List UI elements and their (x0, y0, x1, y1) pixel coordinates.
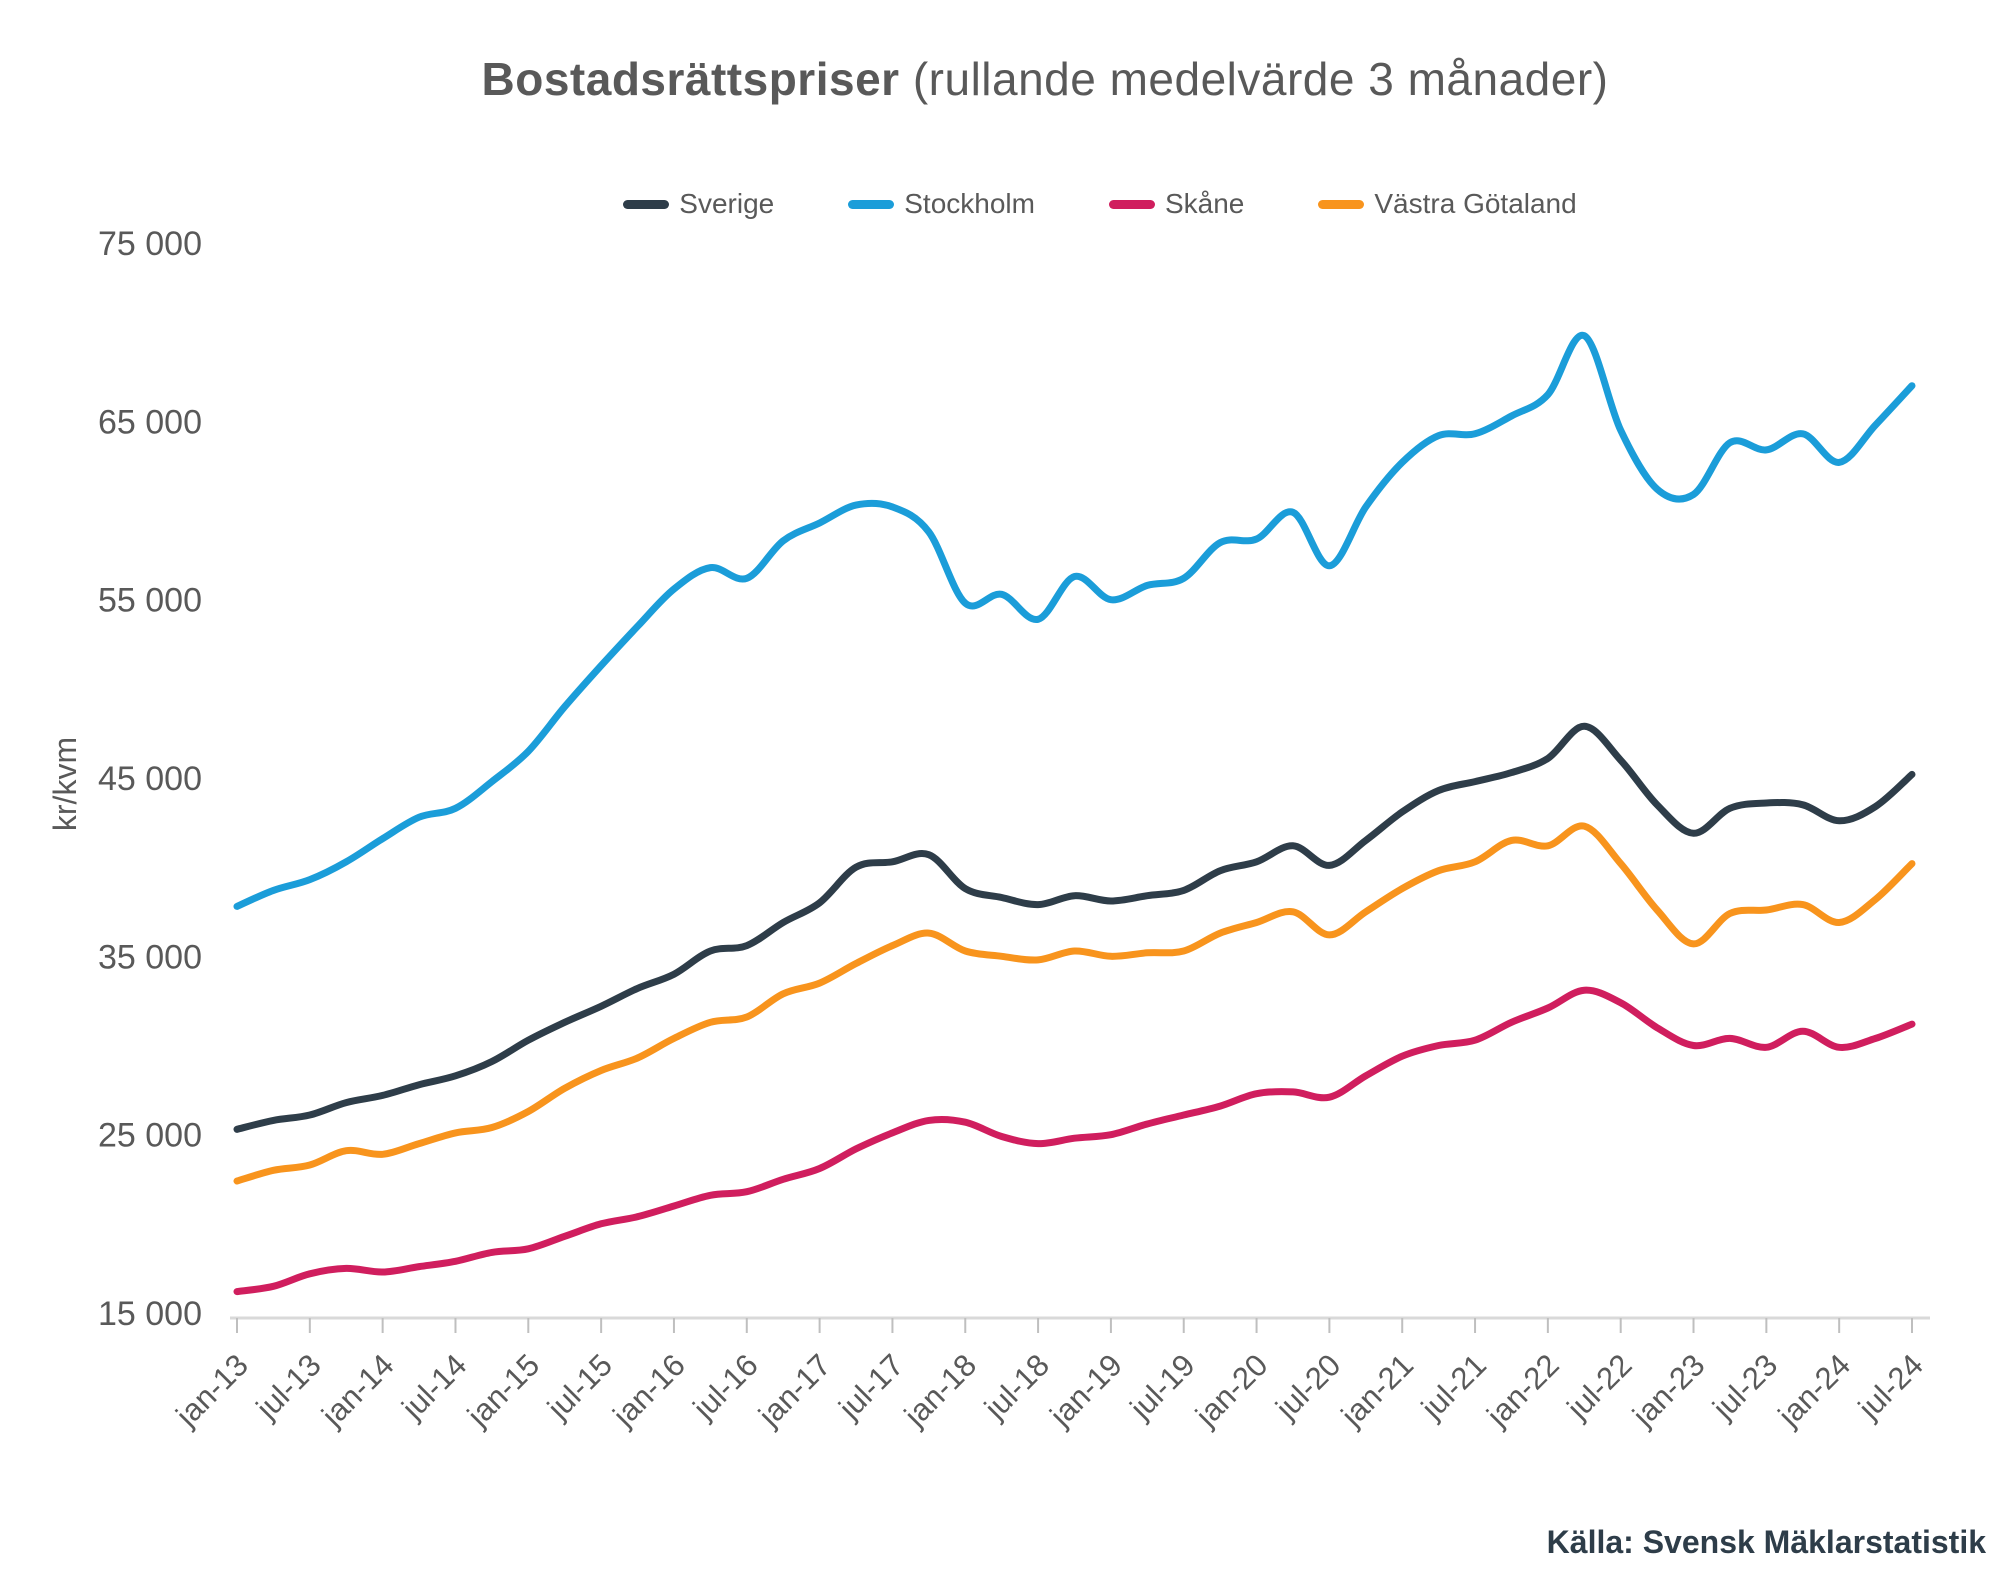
x-axis (230, 1316, 1930, 1333)
y-axis-unit-label: kr/kvm (47, 737, 83, 831)
x-tick-label: jul-18 (977, 1347, 1056, 1426)
x-tick-label: jan-21 (1334, 1347, 1420, 1433)
y-axis-labels: 75 000 65 000 55 000 45 000 35 000 25 000 15 0… (98, 225, 202, 1333)
x-tick-label: jan-18 (897, 1347, 983, 1433)
legend-swatch-vastra-gotaland (1318, 199, 1365, 209)
chart-title-main: Bostadsrättspriser (481, 53, 900, 105)
chart-title: Bostadsrättspriser (rullande medelvärde … (90, 52, 2000, 106)
source-attribution: Källa: Svensk Mäklarstatistik (1546, 1524, 1986, 1560)
x-axis-labels: jan-13jul-13jan-14jul-14jan-15jul-15jan-… (169, 1347, 1930, 1433)
x-tick-label: jan-16 (606, 1347, 692, 1433)
legend-swatch-sverige (623, 199, 670, 209)
y-tick-label: 15 000 (98, 1295, 202, 1333)
chart-legend: Sverige Stockholm Skåne Västra Götaland (190, 188, 2000, 220)
x-tick-label: jul-16 (686, 1347, 765, 1426)
x-tick-label: jan-19 (1042, 1347, 1128, 1433)
chart-title-suffix: (rullande medelvärde 3 månader) (899, 53, 1609, 105)
x-tick-label: jan-23 (1625, 1347, 1711, 1433)
x-tick-label: jul-15 (540, 1347, 619, 1426)
y-tick-label: 65 000 (98, 403, 202, 441)
y-tick-label: 25 000 (98, 1117, 202, 1155)
x-tick-label: jul-24 (1851, 1347, 1930, 1426)
x-tick-label: jul-14 (394, 1347, 473, 1426)
x-tick-label: jul-20 (1268, 1347, 1347, 1426)
series-line-sk-ne (233, 986, 1916, 1296)
legend-label-skane: Skåne (1164, 188, 1245, 219)
x-tick-label: jul-22 (1560, 1347, 1639, 1426)
legend-label-stockholm: Stockholm (904, 188, 1035, 219)
y-tick-label: 45 000 (98, 760, 202, 798)
legend-item-sverige: Sverige (623, 188, 774, 220)
y-tick-label: 55 000 (98, 582, 202, 620)
x-tick-label: jul-23 (1705, 1347, 1784, 1426)
legend-swatch-stockholm (848, 199, 895, 209)
series-lines (233, 332, 1916, 1296)
x-tick-label: jan-20 (1188, 1347, 1274, 1433)
series-line-stockholm (233, 332, 1916, 910)
legend-label-sverige: Sverige (679, 188, 775, 219)
x-tick-label: jul-17 (831, 1347, 910, 1426)
x-tick-label: jan-14 (314, 1347, 400, 1433)
y-tick-label: 75 000 (98, 225, 202, 263)
series-line-sverige (233, 722, 1916, 1133)
legend-label-vastra-gotaland: Västra Götaland (1374, 188, 1577, 219)
legend-item-stockholm: Stockholm (848, 188, 1035, 220)
x-tick-label: jul-19 (1123, 1347, 1202, 1426)
x-tick-label: jul-21 (1414, 1347, 1493, 1426)
legend-item-skane: Skåne (1108, 188, 1245, 220)
x-tick-label: jan-24 (1771, 1347, 1857, 1433)
x-tick-label: jan-22 (1479, 1347, 1565, 1433)
series-line-v-stra-g-taland (233, 822, 1916, 1185)
x-tick-label: jan-17 (751, 1347, 837, 1433)
x-tick-label: jul-13 (249, 1347, 328, 1426)
x-tick-label: jan-15 (460, 1347, 546, 1433)
x-tick-label: jan-13 (169, 1347, 255, 1433)
legend-item-vastra-gotaland: Västra Götaland (1318, 188, 1577, 220)
legend-swatch-skane (1108, 199, 1155, 209)
y-tick-label: 35 000 (98, 938, 202, 976)
